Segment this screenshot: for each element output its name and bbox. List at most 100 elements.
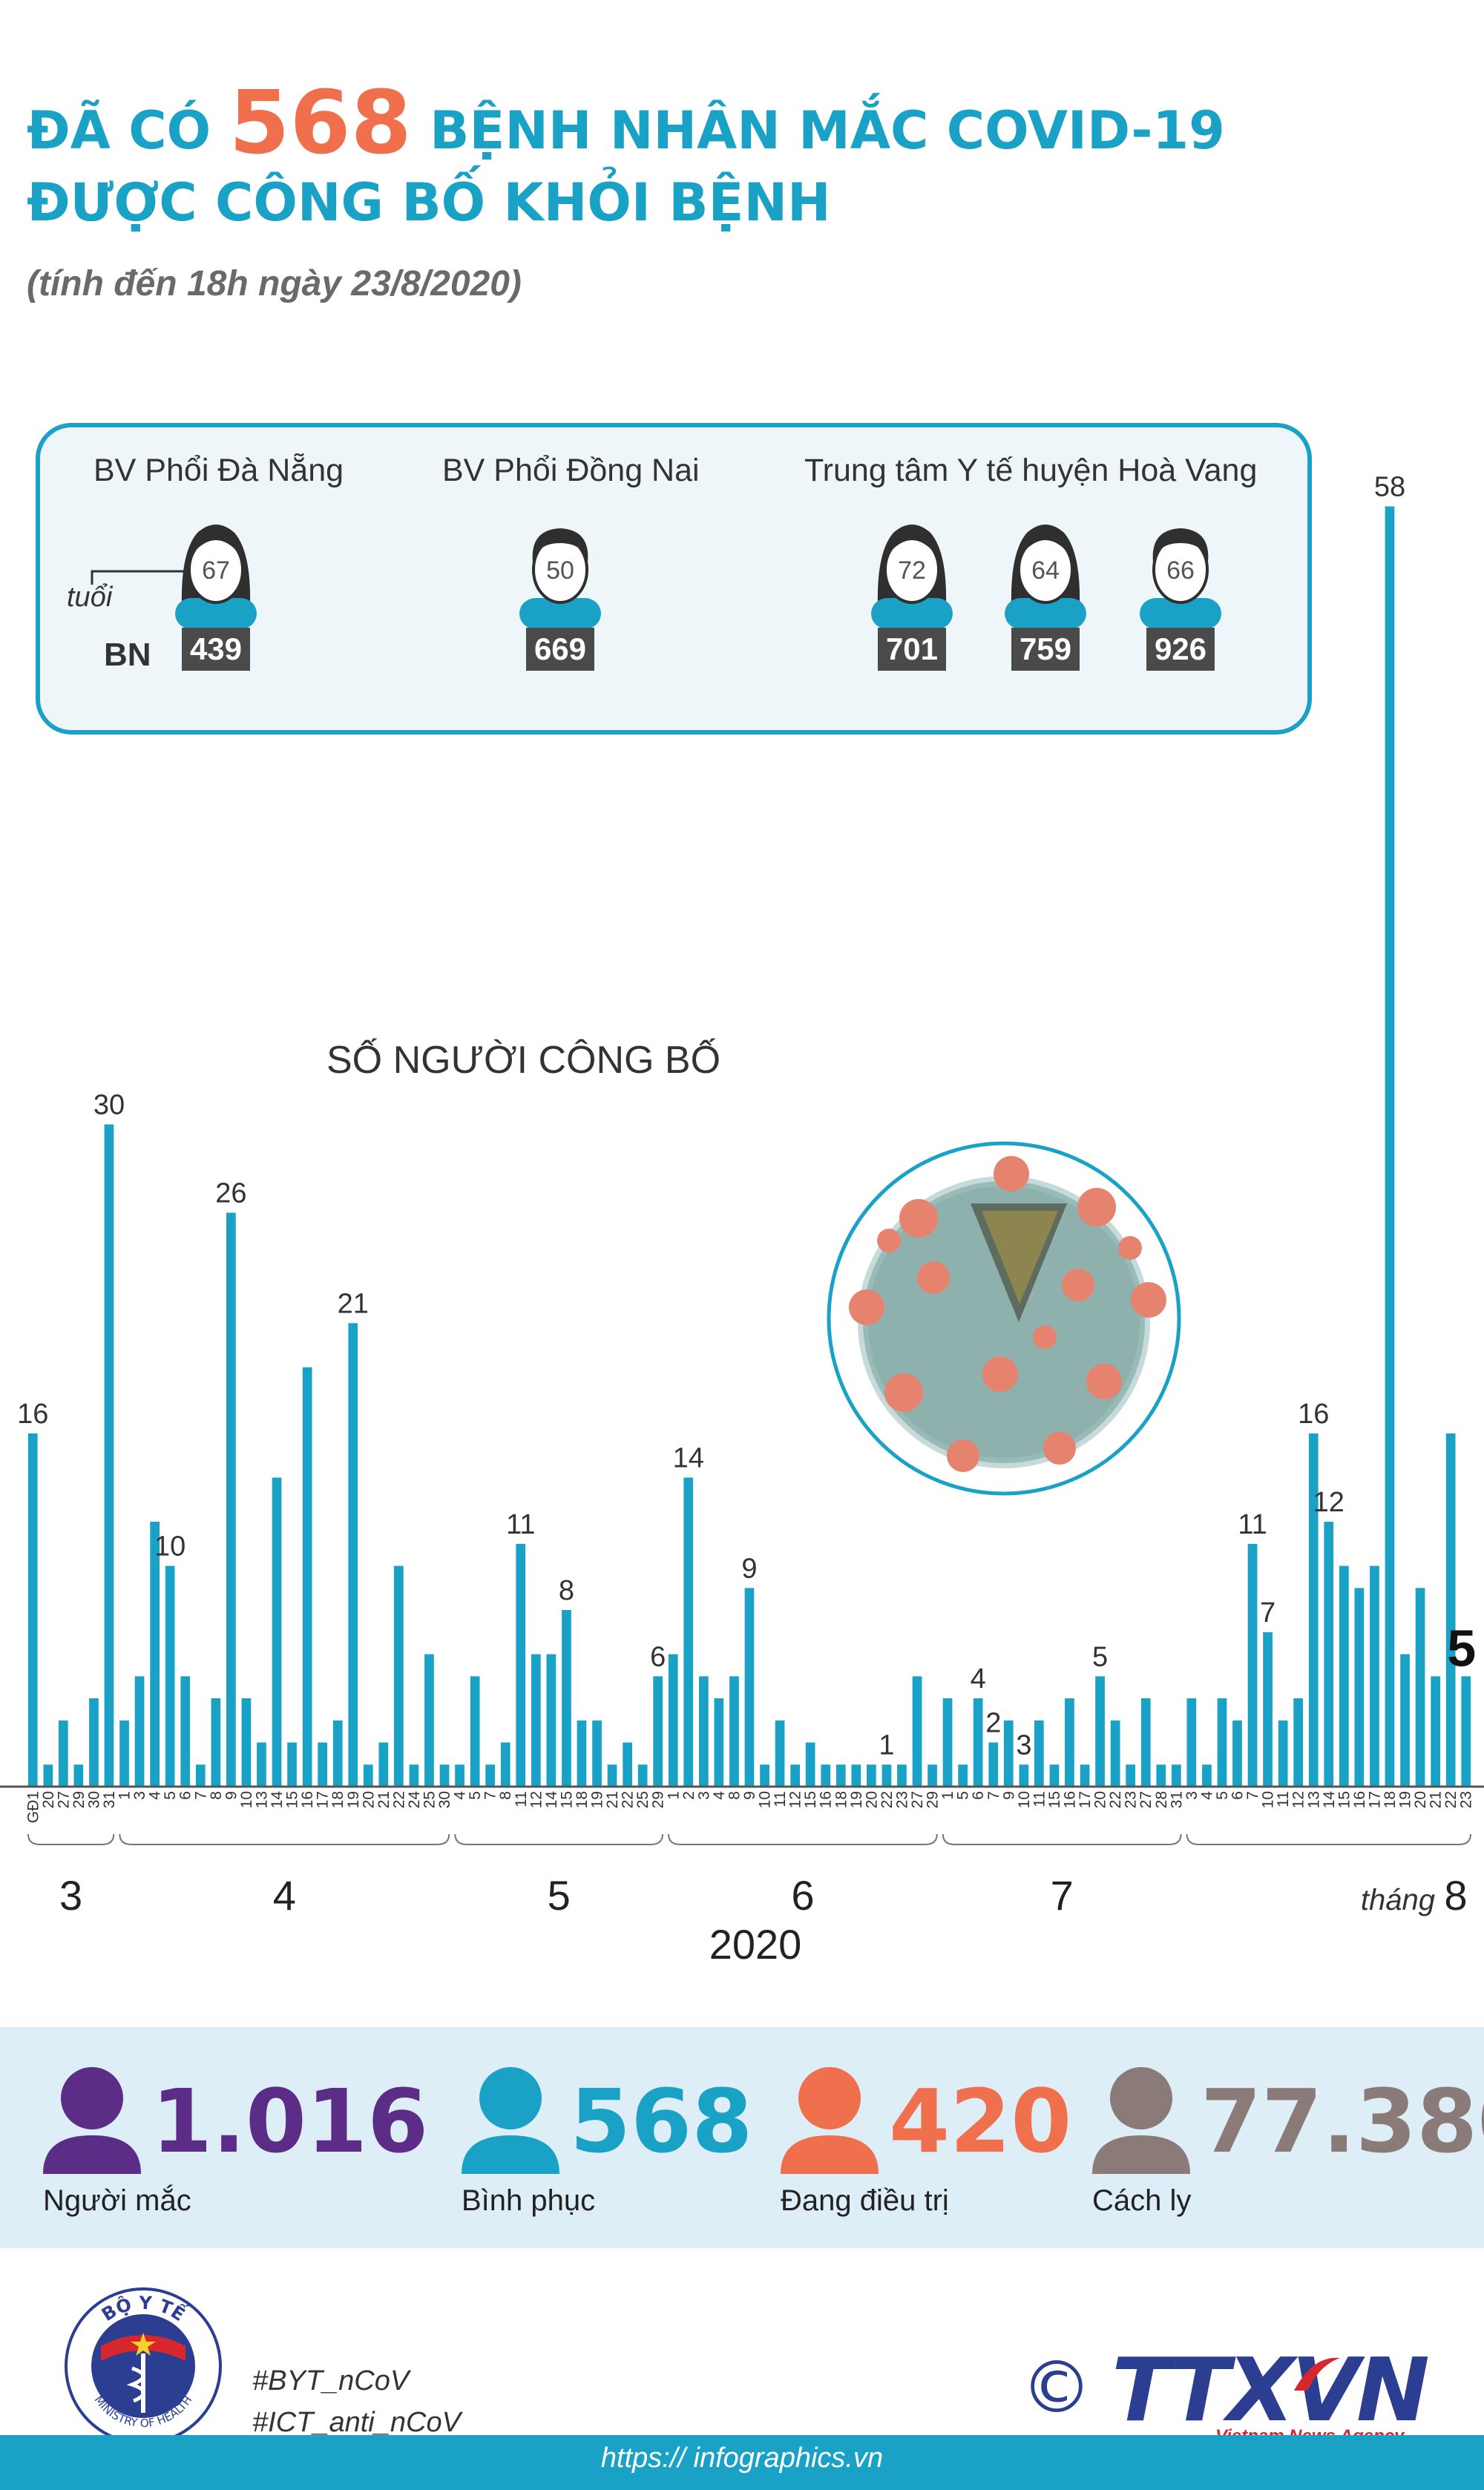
month-bracket [454,1833,663,1845]
x-tick-label: 17 [1366,1791,1383,1808]
x-tick-label: 31 [1168,1791,1185,1808]
data-label: 58 [1374,472,1405,503]
x-tick-label: 24 [406,1791,423,1809]
x-tick-label: 18 [574,1791,591,1808]
bar [1400,1654,1410,1787]
stat-label: Cách ly [1092,2184,1192,2217]
data-label: 3 [1016,1729,1031,1761]
x-tick-label: 14 [543,1791,560,1809]
data-label: 26 [215,1178,246,1209]
patient-bn: 669 [526,628,594,671]
bar [607,1764,617,1787]
recoveries-bar-chart: SỐ NGƯỜI CÔNG BỐ 16301026211186149142351… [0,472,1484,1968]
x-tick-label: 7 [482,1791,499,1800]
x-tick-label: 22 [620,1791,637,1808]
data-label: 21 [338,1288,369,1319]
bar [165,1566,175,1787]
bar [867,1764,876,1787]
bar [241,1698,252,1787]
x-tick-label: 6 [177,1791,194,1800]
x-tick-label: 11 [772,1791,789,1807]
month-prefix-label: tháng [1361,1884,1435,1916]
x-tick-label: 1 [665,1791,682,1800]
x-tick-label: 15 [1336,1791,1353,1808]
data-label: 11 [1238,1509,1267,1540]
bar [424,1654,434,1787]
bar [180,1676,191,1787]
bar [1415,1588,1425,1787]
bar [1445,1433,1456,1787]
data-label: 5 [1447,1619,1476,1677]
month-label: 5 [548,1872,571,1919]
month-bracket [1186,1833,1471,1845]
bar [1293,1698,1303,1787]
x-tick-label: 19 [589,1791,606,1808]
data-label: 4 [971,1663,986,1695]
x-tick-label: 5 [955,1791,972,1800]
x-tick-label: 23 [1123,1791,1140,1808]
bar [1278,1720,1288,1787]
bar [1019,1764,1029,1787]
data-label: 10 [154,1531,186,1563]
bar [531,1654,541,1787]
x-tick-label: 15 [558,1791,575,1808]
bar [744,1588,755,1787]
bar [318,1742,327,1787]
x-tick-label: 20 [40,1791,57,1808]
x-tick-label: 7 [192,1791,209,1800]
infographics-url[interactable]: https:// infographics.vn [600,2443,884,2474]
headline-number: 568 [229,71,412,174]
data-label: 1 [879,1729,894,1761]
bar [1003,1720,1014,1787]
bar [1065,1698,1074,1787]
x-tick-label: 15 [1046,1791,1063,1808]
x-tick-label: 22 [390,1791,407,1808]
x-tick-label: 5 [467,1791,484,1800]
bar [1095,1676,1105,1787]
bar [835,1764,846,1787]
month-label: 8 [1444,1872,1467,1919]
patient-bn: 439 [182,628,250,671]
bar [1247,1543,1258,1787]
x-tick-label: 9 [741,1791,758,1800]
bar [592,1720,602,1787]
bar [257,1742,266,1787]
x-tick-label: 22 [1107,1791,1124,1808]
x-tick-label: 14 [269,1791,286,1809]
bar [1172,1764,1181,1787]
bar [89,1698,99,1787]
bar [272,1477,282,1787]
bar [27,1433,38,1787]
bar [851,1764,861,1787]
bar [394,1566,404,1787]
patient-age: 50 [546,556,574,585]
x-tick-label: 29 [925,1791,942,1808]
x-tick-label: 20 [1092,1791,1109,1808]
bar [928,1764,937,1787]
x-tick-label: 21 [1428,1791,1445,1808]
data-label: 9 [741,1553,757,1584]
data-label: 5 [1092,1641,1108,1672]
bar [59,1720,68,1787]
bar [1126,1764,1135,1787]
ttxvn-logo: TTXVN [1112,2339,1430,2441]
bar [1308,1433,1319,1787]
coronavirus-illustration [827,1141,1181,1496]
bar [912,1676,922,1787]
patient-avatar-926: 66 926 [1132,510,1229,671]
data-label: 30 [93,1090,125,1121]
bar [150,1522,160,1787]
x-tick-label: 25 [634,1791,651,1808]
bar [1461,1676,1471,1787]
x-tick-label: 4 [147,1791,164,1800]
stat-label: Đang điều trị [781,2184,949,2217]
x-tick-label: 12 [1290,1791,1307,1808]
x-tick-label: 14 [1321,1791,1338,1809]
x-tick-label: 3 [695,1791,712,1800]
year-label: 2020 [709,1921,802,1968]
chart-title: SỐ NGƯỜI CÔNG BỐ [326,1038,720,1082]
x-tick-label: 10 [238,1791,255,1808]
data-label: 14 [673,1443,704,1474]
person-icon [1089,2064,1193,2179]
bar [546,1654,556,1787]
